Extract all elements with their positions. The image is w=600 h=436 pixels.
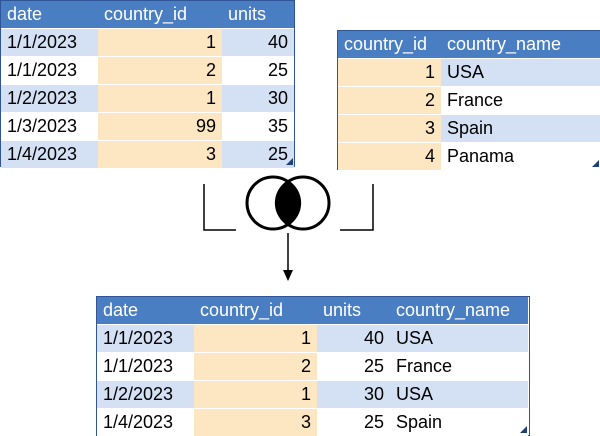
- table-row: 1/1/2023 2 25 France: [97, 353, 528, 381]
- inner-join-venn-icon: [236, 175, 340, 233]
- cell-country-id: 3: [194, 409, 317, 436]
- cell-units: 30: [317, 381, 390, 409]
- result-header-country-name: country_name: [390, 297, 528, 325]
- cell-country-id: 1: [194, 381, 317, 409]
- cell-date: 1/1/2023: [97, 325, 194, 353]
- cell-country-id: 1: [194, 325, 317, 353]
- cell-date: 1/1/2023: [97, 353, 194, 381]
- cell-country-name: Spain: [390, 409, 528, 436]
- table-row: 1/2/2023 1 30 USA: [97, 381, 528, 409]
- cell-country-id: 2: [194, 353, 317, 381]
- arrow-head-icon: [283, 270, 293, 281]
- result-header-date: date: [97, 297, 194, 325]
- cell-units: 40: [317, 325, 390, 353]
- cell-units: 25: [317, 409, 390, 436]
- cell-country-name: USA: [390, 325, 528, 353]
- cell-date: 1/4/2023: [97, 409, 194, 436]
- cell-country-name: France: [390, 353, 528, 381]
- cell-date: 1/2/2023: [97, 381, 194, 409]
- result-table: date country_id units country_name 1/1/2…: [97, 297, 528, 436]
- table-row: 1/1/2023 1 40 USA: [97, 325, 528, 353]
- table-row: 1/4/2023 3 25 Spain: [97, 409, 528, 436]
- cell-country-name: USA: [390, 381, 528, 409]
- result-header-country-id: country_id: [194, 297, 317, 325]
- table-resize-handle-icon[interactable]: [520, 426, 527, 433]
- cell-units: 25: [317, 353, 390, 381]
- result-header-units: units: [317, 297, 390, 325]
- result-header-row: date country_id units country_name: [97, 297, 528, 325]
